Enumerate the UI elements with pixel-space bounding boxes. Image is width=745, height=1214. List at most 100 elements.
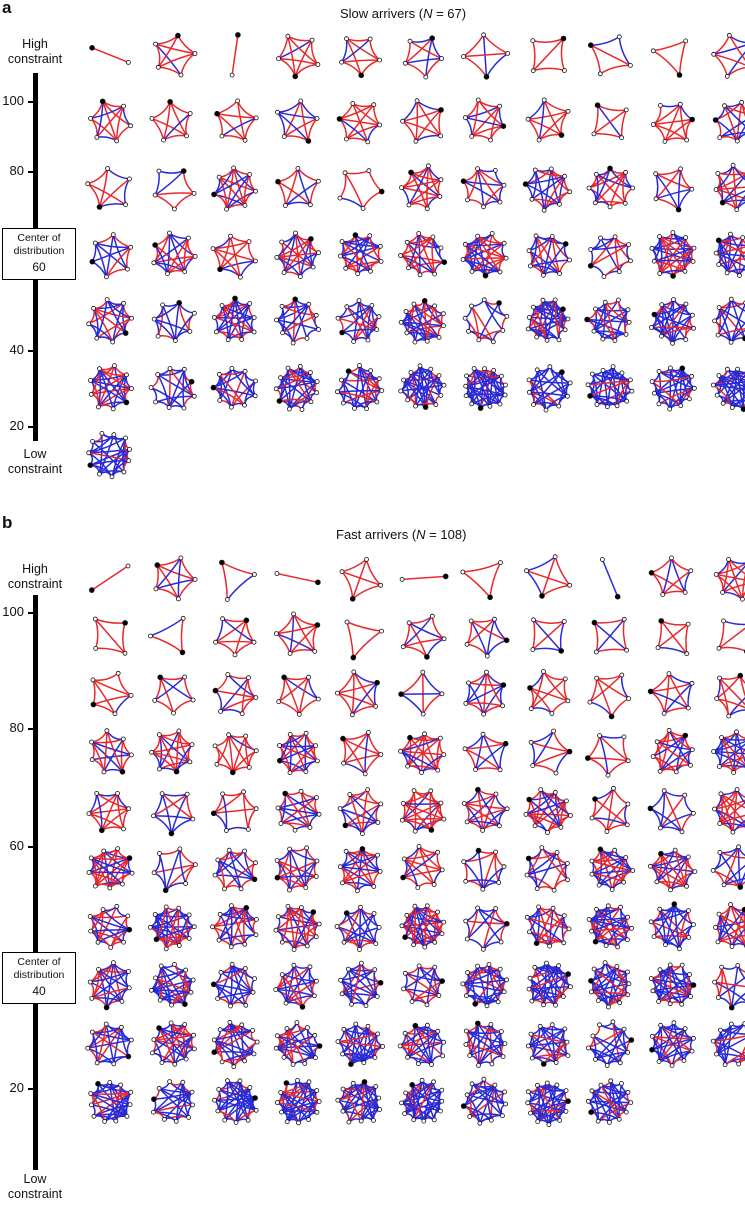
network-tie (399, 1041, 444, 1047)
network-tie (423, 733, 438, 771)
network-tie (590, 980, 621, 1004)
alter-node (503, 382, 508, 387)
alter-node (716, 305, 722, 310)
panel-b-network-34 (89, 727, 134, 775)
alter-node (218, 709, 223, 715)
alter-node (111, 1061, 117, 1066)
network-tie (528, 798, 562, 828)
network-tie (534, 800, 567, 827)
network-tie (416, 882, 434, 889)
network-tie (541, 584, 570, 597)
network-tie (714, 967, 723, 984)
panel-b-network-80 (210, 962, 257, 1009)
alter-node (430, 233, 435, 239)
network-tie (281, 314, 317, 334)
network-tie (96, 100, 104, 138)
alter-node (221, 886, 227, 892)
alter-node (441, 816, 446, 822)
alter-node (211, 314, 217, 320)
network-tie (219, 235, 232, 270)
alter-node (89, 739, 95, 744)
network-tie (346, 38, 380, 61)
alter-node (480, 827, 486, 833)
network-tie (601, 559, 619, 597)
alter-node (502, 1040, 508, 1046)
alter-node (619, 134, 624, 140)
network-tie (91, 565, 129, 591)
panel-a-network-22 (712, 99, 745, 143)
panel-a-network-29 (460, 166, 507, 210)
alter-node (734, 728, 739, 734)
network-tie (482, 824, 500, 831)
network-tie (470, 305, 495, 343)
ego-node (283, 1079, 289, 1086)
panel-b-network-99 (710, 1020, 745, 1067)
alter-node (253, 932, 259, 938)
network-tie (158, 730, 180, 769)
alter-node (668, 555, 674, 561)
network-tie (463, 55, 488, 78)
network-tie (109, 1082, 117, 1122)
network-tie (599, 849, 613, 890)
panel-b-network-50 (399, 787, 446, 834)
ego-node (89, 587, 95, 593)
ego-node (153, 562, 160, 568)
alter-node (685, 935, 691, 940)
alter-node (669, 340, 675, 346)
alter-node (364, 556, 369, 562)
alter-node (683, 137, 689, 142)
network-tie (720, 1028, 745, 1035)
alter-node (89, 1029, 95, 1034)
alter-node (548, 166, 554, 172)
ego-node (608, 714, 615, 720)
panel-a-network-53 (584, 297, 632, 343)
alter-node (274, 571, 279, 576)
alter-node (625, 992, 631, 998)
alter-node (656, 270, 662, 276)
alter-node (625, 757, 631, 763)
alter-node (217, 1026, 223, 1032)
alter-node (419, 670, 425, 675)
alter-node (526, 314, 532, 320)
ego-node (408, 1081, 415, 1088)
alter-node (565, 698, 570, 704)
alter-node (170, 711, 176, 716)
network-tie (476, 235, 501, 272)
network-tie (465, 1029, 504, 1057)
alter-node (410, 301, 416, 307)
alter-node (489, 1061, 495, 1066)
panel-a-network-35 (150, 230, 198, 276)
network-tie (166, 237, 189, 274)
ego-node (647, 805, 653, 811)
alter-node (243, 733, 249, 738)
network-tie (530, 175, 565, 200)
network-tie (341, 240, 372, 272)
network-tie (593, 622, 628, 651)
alter-node (504, 977, 509, 983)
panel-b-network-16 (344, 619, 384, 661)
alter-node (88, 1102, 94, 1108)
network-tie (279, 376, 311, 402)
alter-node (605, 1004, 611, 1010)
alter-node (526, 929, 532, 935)
network-tie (170, 793, 188, 834)
network-tie (164, 848, 181, 891)
network-tie (599, 734, 629, 761)
panel-a-title-suffix: = 67) (432, 6, 467, 21)
alter-node (376, 375, 382, 381)
alter-node (677, 101, 683, 107)
network-tie (343, 731, 370, 764)
ego-node (397, 691, 404, 698)
alter-node (415, 1060, 421, 1066)
alter-node (691, 245, 696, 251)
network-tie (661, 570, 691, 596)
panel-b-network-68 (147, 904, 197, 952)
panel-b-network-31 (587, 672, 632, 720)
ego-node (587, 262, 594, 269)
alter-node (437, 1108, 443, 1114)
alter-node (491, 367, 497, 373)
alter-node (528, 706, 534, 712)
network-tie (113, 1026, 123, 1064)
alter-node (125, 563, 131, 569)
alter-node (534, 886, 540, 892)
